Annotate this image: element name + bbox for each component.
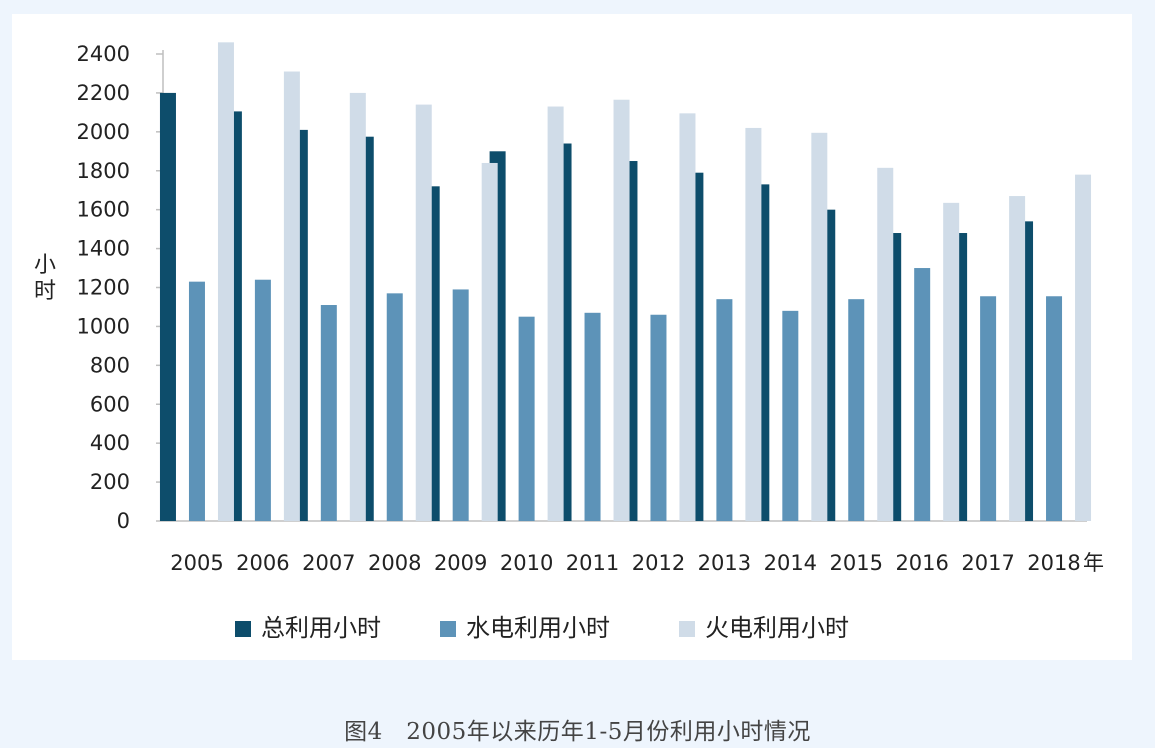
bar-hydro-2016 <box>914 268 931 521</box>
y-tick-label: 2000 <box>77 120 130 144</box>
y-tick-label: 1800 <box>77 159 130 183</box>
x-tick-label: 2006 <box>236 551 289 575</box>
bar-hydro-2015 <box>848 299 865 521</box>
x-tick-label: 2009 <box>434 551 487 575</box>
bar-hydro-2018 <box>1046 296 1063 521</box>
x-tick-label: 2008 <box>368 551 421 575</box>
y-tick-label: 1400 <box>77 237 130 261</box>
bar-thermal-2005 <box>217 42 234 521</box>
legend-swatch-2 <box>679 621 695 637</box>
bar-hydro-2017 <box>980 296 997 521</box>
legend-label-0: 总利用小时 <box>261 614 381 642</box>
y-axis-label: 小 <box>34 253 56 278</box>
y-tick-label: 2400 <box>77 42 130 66</box>
x-tick-label: 2015 <box>830 551 883 575</box>
y-tick-label: 0 <box>117 509 130 533</box>
bar-thermal-2009 <box>481 162 498 521</box>
x-unit-suffix: 年 <box>1083 551 1104 575</box>
y-tick-label: 1000 <box>77 314 130 338</box>
legend-swatch-0 <box>235 621 251 637</box>
bar-thermal-2013 <box>745 127 762 522</box>
figure-caption: 图4 2005年以来历年1-5月份利用小时情况 <box>344 719 811 745</box>
x-tick-label: 2014 <box>764 551 817 575</box>
y-tick-label: 800 <box>90 353 130 377</box>
x-tick-label: 2007 <box>302 551 355 575</box>
x-tick-label: 2005 <box>170 551 223 575</box>
bar-hydro-2010 <box>518 316 535 521</box>
y-tick-label: 1200 <box>77 276 130 300</box>
bar-thermal-2014 <box>811 132 828 521</box>
chart-panel: 0 200 400 600 800 1000 1200 1400 1600 1800 2000 220… <box>12 14 1132 660</box>
bar-total-2005 <box>159 92 176 522</box>
y-tick-label: 2200 <box>77 81 130 105</box>
y-axis-label: 时 <box>34 279 56 304</box>
bar-thermal-2007 <box>349 92 366 522</box>
bar-hydro-2014 <box>782 310 799 521</box>
y-tick-label: 1600 <box>77 198 130 222</box>
bar-hydro-2005 <box>188 281 205 521</box>
bar-hydro-2008 <box>386 293 403 521</box>
legend-label-2: 火电利用小时 <box>705 614 849 642</box>
x-tick-label: 2010 <box>500 551 553 575</box>
bar-hydro-2007 <box>320 305 337 521</box>
x-tick-label: 2013 <box>698 551 751 575</box>
y-tick-label: 400 <box>90 431 130 455</box>
bar-thermal-2008 <box>415 104 432 521</box>
y-tick-label: 600 <box>90 392 130 416</box>
x-tick-label: 2012 <box>632 551 685 575</box>
bar-hydro-2011 <box>584 312 601 521</box>
x-tick-label: 2016 <box>895 551 948 575</box>
x-tick-label: 2017 <box>961 551 1014 575</box>
bar-hydro-2013 <box>716 299 733 521</box>
bar-thermal-2006 <box>283 71 300 521</box>
bar-hydro-2009 <box>452 289 469 521</box>
bar-thermal-2011 <box>613 99 630 521</box>
legend-label-1: 水电利用小时 <box>466 614 610 642</box>
bar-thermal-2017 <box>1009 196 1026 521</box>
bar-thermal-2015 <box>877 167 894 522</box>
bar-chart: 0 200 400 600 800 1000 1200 1400 1600 1800 2000 220… <box>34 42 1104 642</box>
bar-hydro-2006 <box>254 279 271 521</box>
bar-thermal-2018 <box>1075 174 1092 521</box>
x-tick-label: 2018 <box>1027 551 1080 575</box>
bar-thermal-2012 <box>679 113 696 522</box>
bar-hydro-2012 <box>650 314 667 521</box>
x-tick-label: 2011 <box>566 551 619 575</box>
bar-thermal-2016 <box>943 202 960 521</box>
y-tick-label: 200 <box>90 470 130 494</box>
bar-thermal-2010 <box>547 106 564 521</box>
legend-swatch-1 <box>440 621 456 637</box>
